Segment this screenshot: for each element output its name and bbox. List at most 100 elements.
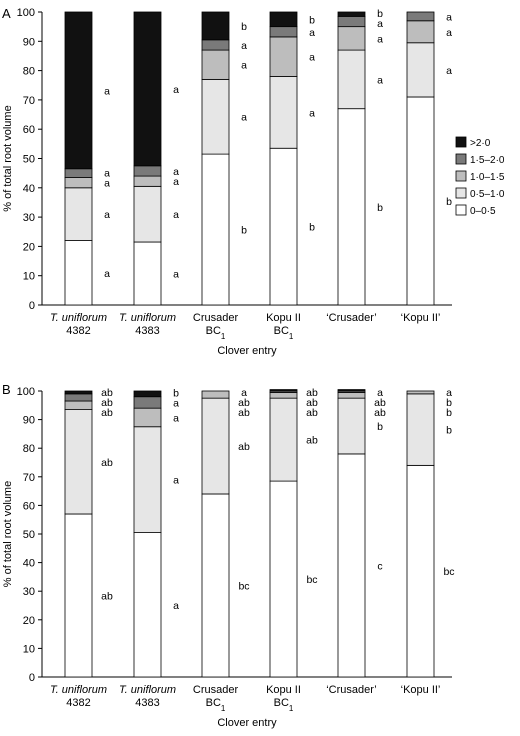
significance-letter: ab bbox=[101, 590, 113, 602]
x-category-label: ‘Kopu II’ bbox=[401, 312, 441, 324]
bar-segment-0_5-1_0 bbox=[64, 409, 93, 515]
panel-b: B 0 10 20 30 40 50 60 70 80 90 100 % of total root v… bbox=[2, 382, 455, 729]
bar-segment-gt2_0 bbox=[133, 11, 162, 167]
bar-segment-0-0_5 bbox=[64, 240, 93, 306]
bar-segment-0-0_5 bbox=[269, 480, 298, 678]
x-category-label: T. uniflorum bbox=[119, 312, 176, 324]
bar-segment-1_0-1_5 bbox=[64, 177, 93, 189]
y-tick-label: 0 bbox=[29, 672, 35, 684]
x-category-line2: BC bbox=[206, 697, 221, 709]
bar-segment-0_5-1_0 bbox=[269, 397, 298, 482]
bar-segment-0_5-1_0 bbox=[337, 397, 366, 455]
x-category-label: T. uniflorum bbox=[50, 312, 107, 324]
x-category-name: T. uniflorum bbox=[119, 684, 176, 696]
y-tick-label: 70 bbox=[23, 472, 35, 484]
y-tick-label: 20 bbox=[23, 241, 35, 253]
bar-segment-gt2_0 bbox=[64, 11, 93, 170]
y-tick-label: 100 bbox=[17, 386, 35, 398]
x-category-subscript: 1 bbox=[221, 332, 226, 341]
y-tick-label: 50 bbox=[23, 154, 35, 166]
significance-letter: a bbox=[446, 65, 452, 77]
significance-letter: a bbox=[241, 387, 247, 399]
significance-letter: a bbox=[173, 209, 179, 221]
x-category-sublabel: 4382 bbox=[66, 325, 90, 337]
significance-letter: ab bbox=[101, 397, 113, 409]
x-category-sublabel: 4383 bbox=[135, 325, 159, 337]
y-tick-label: 30 bbox=[23, 212, 35, 224]
significance-letter: b bbox=[241, 21, 247, 33]
significance-letter: a bbox=[309, 27, 315, 39]
significance-letter: ab bbox=[374, 397, 386, 409]
bar-segment-0_5-1_0 bbox=[201, 78, 230, 155]
bar-segment-1_5-2_0 bbox=[337, 15, 366, 28]
x-category-label: Kopu II bbox=[266, 312, 301, 324]
bar-segment-1_0-1_5 bbox=[406, 20, 435, 44]
significance-letter: a bbox=[104, 85, 110, 97]
x-category-sublabel: 4382 bbox=[66, 697, 90, 709]
significance-letter: b bbox=[377, 421, 383, 433]
bar-segment-0-0_5 bbox=[133, 241, 162, 306]
x-category-line2: BC bbox=[206, 325, 221, 337]
x-category-sublabel: 4383 bbox=[135, 697, 159, 709]
legend-label: 0·5–1·0 bbox=[470, 189, 505, 200]
significance-letter: b bbox=[446, 425, 452, 437]
bar-segment-0_5-1_0 bbox=[406, 42, 435, 98]
x-category-label: Kopu II bbox=[266, 684, 301, 696]
y-axis-label: % of total root volume bbox=[2, 481, 14, 587]
significance-letter: c bbox=[377, 560, 382, 572]
bar-segment-1_0-1_5 bbox=[337, 26, 366, 51]
significance-letter: a bbox=[173, 166, 179, 178]
x-category-name: T. uniflorum bbox=[119, 312, 176, 324]
significance-letter: b bbox=[309, 14, 315, 26]
bar-segment-0-0_5 bbox=[201, 493, 230, 678]
x-category-sublabel: BC1 bbox=[206, 697, 226, 713]
bar-segment-1_0-1_5 bbox=[201, 49, 230, 80]
significance-letter: ab bbox=[238, 441, 250, 453]
bar-segment-0-0_5 bbox=[337, 108, 366, 306]
x-axis-label: Clover entry bbox=[217, 345, 277, 357]
bar-segment-1_0-1_5 bbox=[406, 390, 435, 395]
x-category-label: T. uniflorum bbox=[119, 684, 176, 696]
x-category-subscript: 1 bbox=[289, 332, 294, 341]
bar-segment-1_0-1_5 bbox=[269, 36, 298, 77]
panel-label: A bbox=[2, 6, 11, 21]
bar-segment-1_5-2_0 bbox=[133, 165, 162, 177]
bar-segment-0_5-1_0 bbox=[201, 397, 230, 495]
x-category-line2: 4383 bbox=[135, 697, 159, 709]
significance-letter: b bbox=[446, 196, 452, 208]
significance-letter: b bbox=[377, 202, 383, 214]
x-category-sublabel: BC1 bbox=[274, 697, 294, 713]
significance-letter: ab bbox=[101, 457, 113, 469]
y-axis-label: % of total root volume bbox=[2, 105, 14, 211]
bar-segment-0-0_5 bbox=[133, 532, 162, 678]
bar-segment-1_5-2_0 bbox=[406, 11, 435, 22]
significance-letter: ab bbox=[238, 407, 250, 419]
x-category-label: Crusader bbox=[193, 312, 239, 324]
x-category-name: T. uniflorum bbox=[50, 312, 107, 324]
bar-segment-0_5-1_0 bbox=[269, 76, 298, 149]
bar-segment-1_0-1_5 bbox=[201, 390, 230, 399]
bar-segment-0_5-1_0 bbox=[64, 187, 93, 241]
y-tick-label: 70 bbox=[23, 95, 35, 107]
legend-label: 0–0·5 bbox=[470, 206, 496, 217]
x-category-label: ‘Crusader’ bbox=[326, 312, 377, 324]
bar-segment-0-0_5 bbox=[406, 464, 435, 678]
significance-letter: ab bbox=[238, 397, 250, 409]
legend: >2·0 1·5–2·0 1·0–1·5 0·5–1·0 0–0·5 bbox=[455, 136, 505, 217]
significance-letter: b bbox=[446, 407, 452, 419]
significance-letter: a bbox=[309, 107, 315, 119]
bar-segment-1_5-2_0 bbox=[201, 39, 230, 51]
significance-letter: ab bbox=[101, 387, 113, 399]
x-category-sublabel: BC1 bbox=[274, 325, 294, 341]
bar-segment-0-0_5 bbox=[201, 153, 230, 306]
x-category-name: T. uniflorum bbox=[50, 684, 107, 696]
significance-letter: b bbox=[377, 8, 383, 20]
bar-segment-0-0_5 bbox=[64, 513, 93, 678]
legend-swatch bbox=[455, 204, 467, 216]
bar-segment-gt2_0 bbox=[269, 389, 298, 392]
